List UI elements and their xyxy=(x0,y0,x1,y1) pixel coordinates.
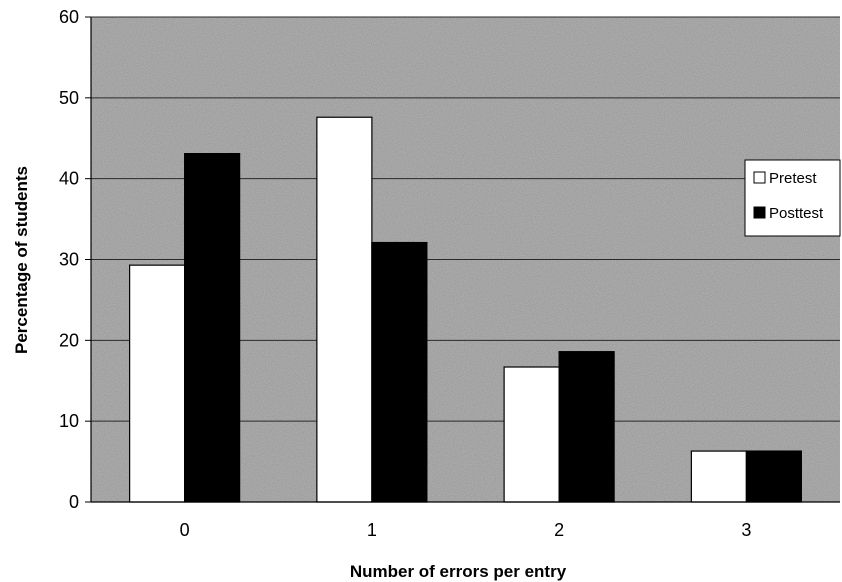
y-tick-labels: 0 10 20 30 40 50 60 xyxy=(59,7,91,512)
bar-pretest-3 xyxy=(690,450,747,503)
y-tick-label: 30 xyxy=(59,250,79,270)
bars xyxy=(129,116,802,503)
bar-posttest-1 xyxy=(371,241,428,503)
legend-swatch-posttest xyxy=(753,206,766,219)
x-tick-labels: 0 1 2 3 xyxy=(180,520,752,540)
x-tick-label: 2 xyxy=(554,520,564,540)
legend-label-pretest: Pretest xyxy=(769,170,817,187)
legend-label-posttest: Posttest xyxy=(769,205,824,222)
y-axis-title: Percentage of students xyxy=(12,166,31,354)
y-tick-label: 10 xyxy=(59,411,79,431)
x-tick-label: 3 xyxy=(741,520,751,540)
bar-pretest-2 xyxy=(503,366,560,503)
bar-posttest-3 xyxy=(745,450,802,503)
legend: Pretest Posttest xyxy=(744,159,841,237)
y-tick-label: 0 xyxy=(69,492,79,512)
y-tick-label: 50 xyxy=(59,88,79,108)
bar-pretest-1 xyxy=(316,116,373,503)
y-tick-label: 40 xyxy=(59,169,79,189)
y-tick-label: 20 xyxy=(59,330,79,350)
x-axis-title: Number of errors per entry xyxy=(350,562,567,581)
x-tick-label: 1 xyxy=(367,520,377,540)
bar-posttest-0 xyxy=(184,153,241,503)
y-tick-label: 60 xyxy=(59,7,79,27)
bar-pretest-0 xyxy=(129,264,186,503)
legend-swatch-pretest xyxy=(753,171,766,184)
bar-posttest-2 xyxy=(558,351,615,503)
x-tick-label: 0 xyxy=(180,520,190,540)
